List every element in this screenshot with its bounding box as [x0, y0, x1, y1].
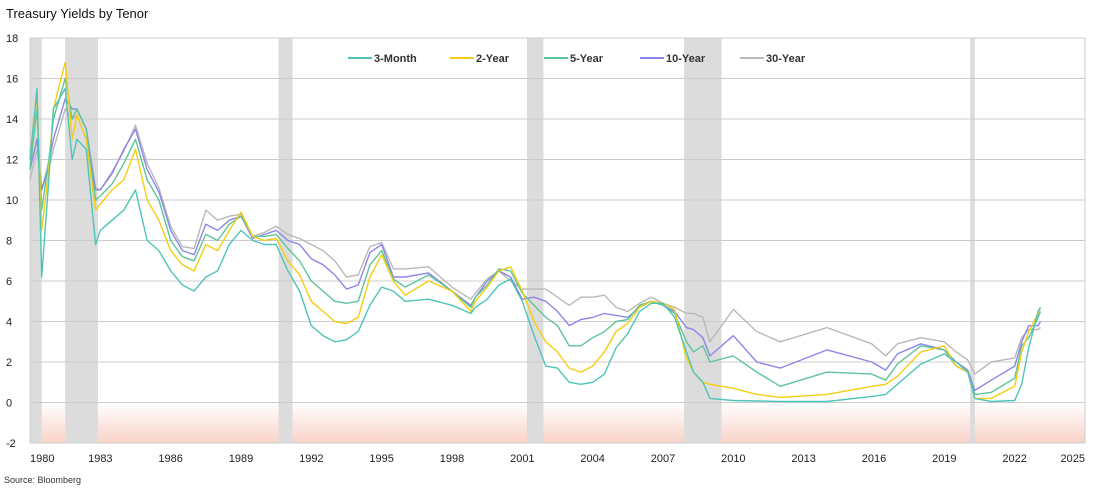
- x-tick-label: 1998: [440, 453, 464, 465]
- x-tick-label: 1986: [158, 453, 182, 465]
- negative-zone: [30, 402, 1085, 443]
- x-tick-label: 2010: [721, 453, 745, 465]
- series-line-3-month: [29, 87, 1042, 403]
- source-note: Source: Bloomberg: [4, 475, 82, 485]
- x-tick-label: 2013: [791, 453, 815, 465]
- y-tick-label: 8: [6, 236, 12, 248]
- series-line-2-year: [29, 61, 1042, 400]
- y-tick-label: 10: [6, 195, 18, 207]
- y-tick-label: 18: [6, 33, 18, 45]
- chart-title: Treasury Yields by Tenor: [6, 6, 149, 21]
- x-tick-label: 2016: [862, 453, 886, 465]
- x-tick-label: 2019: [932, 453, 956, 465]
- legend-label-2-year: 2-Year: [476, 53, 510, 65]
- y-tick-label: 4: [6, 317, 12, 329]
- gridlines: [29, 37, 1086, 444]
- y-tick-label: 0: [6, 398, 12, 410]
- x-tick-label: 2004: [580, 453, 604, 465]
- series-line-30-year: [29, 108, 1041, 375]
- y-tick-label: 16: [6, 74, 18, 86]
- x-tick-label: 1992: [299, 453, 323, 465]
- x-tick-label: 2007: [651, 453, 675, 465]
- x-tick-label: 1983: [88, 453, 112, 465]
- series-lines: [29, 61, 1042, 403]
- series-line-5-year: [29, 77, 1042, 396]
- y-tick-label: -2: [6, 438, 16, 450]
- x-tick-label: 2022: [1002, 453, 1026, 465]
- x-tick-label: 1995: [369, 453, 393, 465]
- y-tick-label: 14: [6, 114, 18, 126]
- y-axis-ticks: -2 0 2 4 6 8 10 12 14 16 18: [6, 33, 18, 450]
- x-tick-label: 1980: [30, 453, 54, 465]
- x-tick-label: 1989: [229, 453, 253, 465]
- y-tick-label: 6: [6, 276, 12, 288]
- legend-label-30-year: 30-Year: [766, 53, 806, 65]
- x-tick-label: 2025: [1061, 453, 1085, 465]
- negative-yield-zone: [30, 402, 1085, 443]
- x-axis-ticks: 1980 1983 1986 1989 1992 1995 1998 2001 2004 2007…: [30, 453, 1085, 465]
- legend-label-3-month: 3-Month: [374, 53, 417, 65]
- legend-label-5-year: 5-Year: [570, 53, 604, 65]
- legend-label-10-year: 10-Year: [666, 53, 706, 65]
- y-tick-label: 2: [6, 357, 12, 369]
- y-tick-label: 12: [6, 155, 18, 167]
- legend: 3-Month 2-Year 5-Year 10-Year 30-Year: [348, 53, 806, 65]
- x-tick-label: 2001: [510, 453, 534, 465]
